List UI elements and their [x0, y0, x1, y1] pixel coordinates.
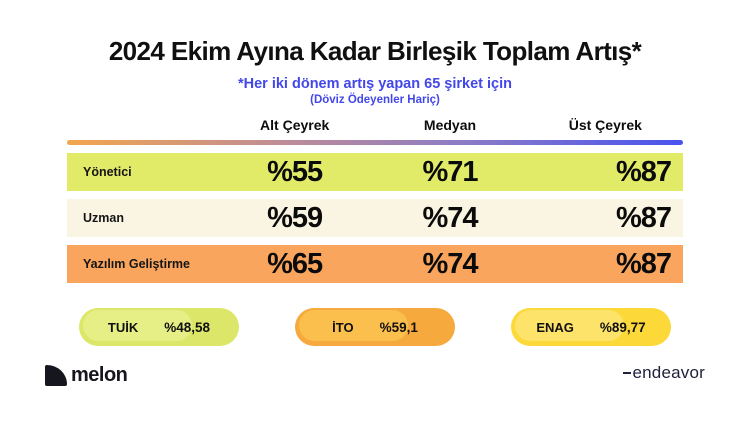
- cell-value: %59: [267, 201, 323, 234]
- page-title: 2024 Ekim Ayına Kadar Birleşik Toplam Ar…: [108, 36, 642, 66]
- column-header-alt-ceyrek: Alt Çeyrek: [260, 117, 330, 133]
- increase-table: Alt Çeyrek Medyan Üst Çeyrek Yönetici %5…: [67, 117, 683, 283]
- melon-slice-icon: [45, 365, 67, 386]
- cell-value: %55: [267, 155, 323, 188]
- cell-value: %71: [422, 155, 478, 188]
- pill-highlight: [515, 310, 624, 341]
- cell-value: %87: [615, 201, 672, 234]
- row-label-uzman: Uzman: [83, 211, 124, 225]
- column-header-medyan: Medyan: [423, 117, 477, 133]
- table-row: Yönetici %55 %71 %87: [67, 153, 683, 191]
- badge-label: İTO: [332, 319, 354, 335]
- pill-highlight: [83, 310, 192, 341]
- badge-label: ENAG: [536, 319, 574, 335]
- badge-value: %48,58: [164, 319, 211, 335]
- table-row: Yazılım Geliştirme %65 %74 %87: [67, 245, 683, 283]
- badge-value: %59,1: [379, 319, 418, 335]
- column-header-ust-ceyrek: Üst Çeyrek: [568, 117, 642, 133]
- row-label-yonetici: Yönetici: [83, 165, 132, 179]
- cell-value: %74: [422, 247, 478, 280]
- melon-wordmark: melon: [71, 364, 128, 386]
- row-label-yazilim-gelistirme: Yazılım Geliştirme: [83, 257, 190, 271]
- cell-value: %65: [267, 247, 323, 280]
- subtitle-note: (Döviz Ödeyenler Hariç): [310, 94, 440, 106]
- badge-value: %89,77: [599, 319, 646, 335]
- benchmark-badges: TUİK %48,58 İTO %59,1 ENAG %89,77: [0, 308, 750, 346]
- badge-enag: ENAG %89,77: [511, 308, 671, 346]
- subtitle: *Her iki dönem artış yapan 65 şirket içi…: [237, 76, 512, 92]
- cell-value: %87: [615, 155, 672, 188]
- pill-highlight: [299, 310, 408, 341]
- endeavor-dash-icon: [622, 372, 631, 374]
- endeavor-wordmark: endeavor: [632, 363, 705, 382]
- table-row: Uzman %59 %74 %87: [67, 199, 683, 237]
- melon-logo: melon: [45, 364, 128, 387]
- table-header-row: Alt Çeyrek Medyan Üst Çeyrek: [67, 117, 683, 140]
- cell-value: %74: [422, 201, 478, 234]
- header: 2024 Ekim Ayına Kadar Birleşik Toplam Ar…: [0, 0, 750, 106]
- badge-label: TUİK: [107, 319, 139, 335]
- gradient-divider-bar: [67, 140, 683, 145]
- endeavor-logo: endeavor: [622, 363, 706, 383]
- badge-tuik: TUİK %48,58: [79, 308, 239, 346]
- badge-ito: İTO %59,1: [295, 308, 455, 346]
- cell-value: %87: [615, 247, 672, 280]
